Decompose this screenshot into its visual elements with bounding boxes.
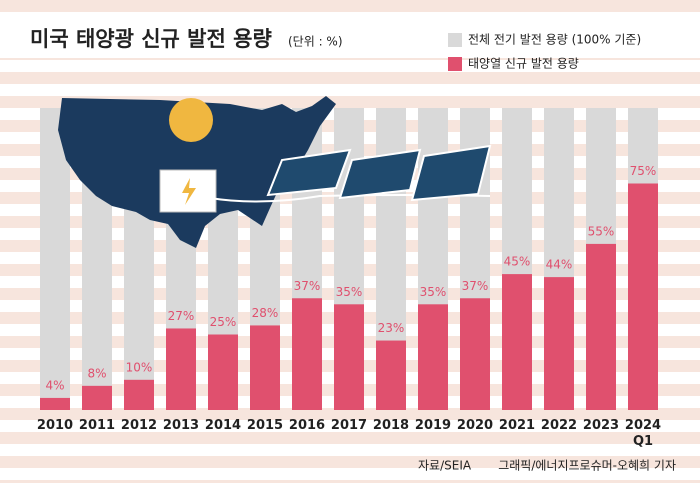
x-tick-label: 2024 Q1 — [624, 418, 662, 449]
bar — [124, 379, 154, 410]
value-label: 10% — [126, 360, 153, 374]
bar — [334, 304, 364, 410]
bar — [544, 277, 574, 410]
x-tick-label: 2021 — [498, 418, 536, 433]
value-label: 23% — [378, 321, 405, 335]
title-bg — [0, 22, 700, 58]
bar — [166, 328, 196, 410]
bar — [502, 274, 532, 410]
value-label: 25% — [210, 315, 237, 329]
x-tick-label: 2016 — [288, 418, 326, 433]
bar — [418, 304, 448, 410]
solar-panel — [338, 148, 422, 200]
bar — [460, 298, 490, 410]
title-band — [0, 22, 700, 58]
value-label: 8% — [87, 366, 106, 380]
x-tick-label: 2019 — [414, 418, 452, 433]
legend-label: 태양열 신규 발전 용량 — [468, 57, 579, 71]
bar — [628, 183, 658, 410]
value-label: 35% — [420, 285, 447, 299]
value-label: 4% — [45, 378, 64, 392]
credit: 그래픽/에너지프로슈머-오혜희 기자 — [498, 459, 676, 473]
x-tick-label: 2014 — [204, 418, 242, 433]
value-label: 55% — [588, 224, 615, 238]
x-tick-label: 2018 — [372, 418, 410, 433]
legend: 전체 전기 발전 용량 (100% 기준) 태양열 신규 발전 용량 — [448, 33, 641, 71]
x-tick-label: 2010 — [36, 418, 74, 433]
value-label: 45% — [504, 255, 531, 269]
bar — [292, 298, 322, 410]
bar — [376, 340, 406, 410]
bar — [40, 108, 70, 410]
chart-subtitle: (단위 : %) — [288, 35, 343, 49]
source: 자료/SEIA — [418, 459, 472, 473]
value-label: 35% — [336, 285, 363, 299]
x-tick-label: 2012 — [120, 418, 158, 433]
x-tick-label: 2023 — [582, 418, 620, 433]
legend-label: 전체 전기 발전 용량 (100% 기준) — [468, 33, 641, 47]
legend-swatch — [448, 33, 462, 47]
value-label: 37% — [462, 279, 489, 293]
bar — [208, 334, 238, 410]
x-tick-label: 2015 — [246, 418, 284, 433]
solar-panel — [266, 148, 352, 197]
bar — [40, 397, 70, 410]
illustration — [58, 96, 492, 248]
x-tick-label: 2017 — [330, 418, 368, 433]
legend-swatch — [448, 57, 462, 71]
value-label: 27% — [168, 309, 195, 323]
x-tick-label: 2011 — [78, 418, 116, 433]
value-label: 75% — [630, 164, 657, 178]
bar — [82, 385, 112, 410]
bar — [586, 243, 616, 410]
solar-panel — [410, 144, 492, 202]
x-tick-label: 2013 — [162, 418, 200, 433]
chart-title: 미국 태양광 신규 발전 용량 — [30, 27, 272, 51]
value-label: 44% — [546, 258, 573, 272]
x-tick-label: 2022 — [540, 418, 578, 433]
x-tick-label: 2020 — [456, 418, 494, 433]
value-label: 37% — [294, 279, 321, 293]
bar — [250, 325, 280, 410]
bolt — [182, 178, 196, 205]
sun — [169, 98, 213, 142]
value-label: 28% — [252, 306, 279, 320]
